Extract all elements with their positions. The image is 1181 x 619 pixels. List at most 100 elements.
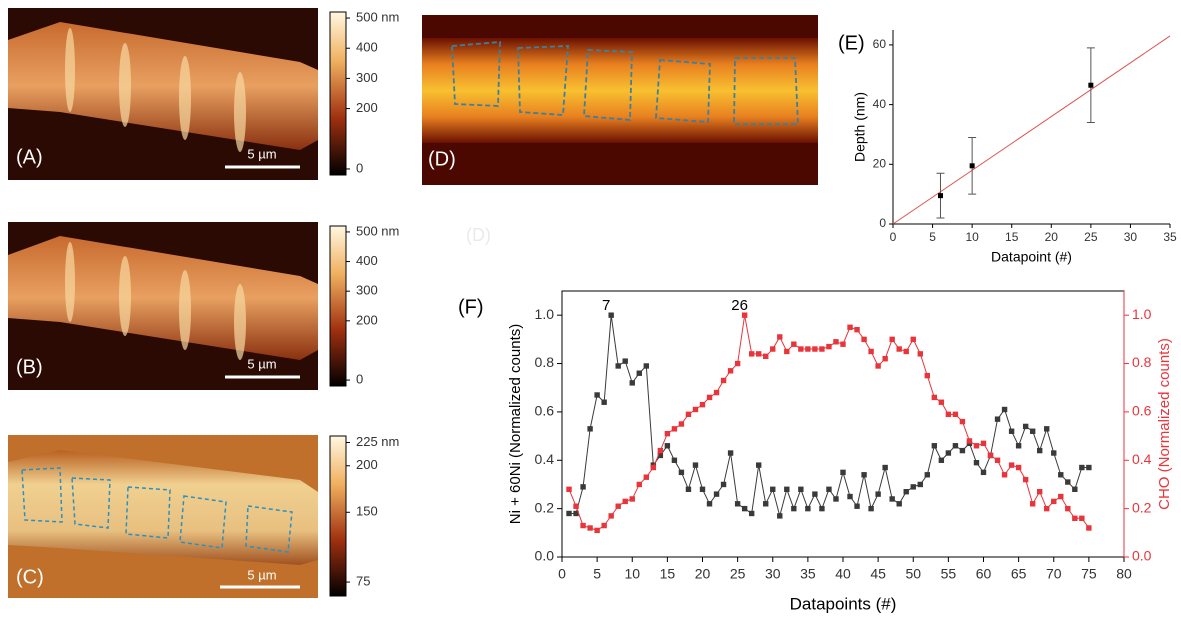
data-point xyxy=(1058,472,1064,478)
colorbar xyxy=(329,11,347,176)
data-point xyxy=(819,346,825,352)
data-point xyxy=(580,484,586,490)
x-tick-label: 70 xyxy=(1046,566,1062,582)
data-point xyxy=(1044,505,1050,512)
data-point xyxy=(706,394,713,401)
data-point xyxy=(601,399,607,405)
scale-bar-label: 5 µm xyxy=(247,146,276,161)
data-point xyxy=(987,452,994,459)
data-point xyxy=(805,505,811,512)
data-point xyxy=(945,411,952,418)
colorbar-tick-label: 400 xyxy=(356,253,378,268)
data-point xyxy=(1037,447,1043,454)
data-point xyxy=(882,356,888,362)
colorbar-tick-label: 150 xyxy=(356,504,378,519)
data-point xyxy=(763,501,769,507)
colorbar-tick-label: 500 nm xyxy=(356,223,399,238)
y-tick-label: 1.0 xyxy=(535,306,555,322)
x-tick-label: 40 xyxy=(835,566,851,582)
panel-label: (C) xyxy=(16,566,44,588)
x-tick-label: 65 xyxy=(1011,566,1027,582)
data-point xyxy=(1001,472,1008,478)
data-point xyxy=(1022,476,1029,483)
data-point xyxy=(1065,505,1071,512)
data-point xyxy=(937,193,943,199)
data-point xyxy=(643,363,649,369)
data-point xyxy=(854,326,860,333)
x-tick-label: 5 xyxy=(593,566,601,582)
data-point xyxy=(833,496,839,502)
data-point xyxy=(952,411,959,418)
data-point xyxy=(1086,464,1092,471)
x-tick-label: 55 xyxy=(941,566,957,582)
data-point xyxy=(1001,406,1008,413)
x-tick-label: 10 xyxy=(965,230,979,244)
data-point xyxy=(756,462,762,468)
data-point xyxy=(854,503,860,509)
data-point xyxy=(713,389,720,396)
data-point xyxy=(692,462,699,468)
data-point xyxy=(636,481,642,488)
data-point xyxy=(980,469,987,476)
data-point xyxy=(875,491,881,497)
data-point xyxy=(594,527,600,534)
data-point xyxy=(770,486,776,492)
data-point xyxy=(566,510,572,517)
data-point xyxy=(615,503,621,509)
data-point xyxy=(1022,423,1029,430)
x-tick-label: 0 xyxy=(558,566,566,582)
data-point xyxy=(861,472,867,478)
x-axis-label: Datapoint (#) xyxy=(991,249,1072,265)
data-point xyxy=(1079,464,1085,471)
data-point xyxy=(924,372,930,379)
y-tick-label: 0 xyxy=(879,216,886,230)
data-point xyxy=(784,348,790,355)
x-tick-label: 20 xyxy=(1045,230,1059,244)
data-point xyxy=(994,457,1001,463)
data-point xyxy=(938,399,945,405)
data-point xyxy=(720,377,727,384)
scale-bar-label: 5 µm xyxy=(247,356,276,371)
data-point xyxy=(657,447,664,454)
data-point xyxy=(896,346,902,352)
data-point xyxy=(784,486,790,492)
data-point xyxy=(1015,464,1022,471)
data-point xyxy=(1029,428,1036,434)
data-point xyxy=(777,513,783,519)
afm-image xyxy=(8,222,318,390)
y2-tick-label: 0.0 xyxy=(1132,548,1152,564)
y2-tick-label: 0.8 xyxy=(1132,354,1152,370)
scale-bar-label: 5 µm xyxy=(247,567,276,582)
data-point xyxy=(650,464,657,471)
data-point xyxy=(840,469,846,476)
y2-tick-label: 0.4 xyxy=(1132,451,1152,467)
data-point xyxy=(812,491,818,497)
data-point xyxy=(868,505,874,512)
data-point xyxy=(1058,493,1064,500)
data-point xyxy=(1088,82,1094,88)
data-point xyxy=(1065,479,1071,485)
data-point xyxy=(945,450,952,456)
annotation: 7 xyxy=(602,297,610,314)
data-point xyxy=(875,363,881,369)
data-point xyxy=(952,443,959,449)
data-point xyxy=(706,501,713,507)
data-point xyxy=(791,505,797,512)
x-tick-label: 35 xyxy=(1163,230,1177,244)
y-tick-label: 60 xyxy=(873,37,887,51)
data-point xyxy=(791,341,797,347)
afm-image xyxy=(8,8,318,180)
panel-label: (E) xyxy=(838,32,865,54)
data-point xyxy=(636,370,642,376)
x-tick-label: 75 xyxy=(1081,566,1097,582)
annotation: 26 xyxy=(731,297,748,314)
data-point xyxy=(664,430,671,437)
data-point xyxy=(1008,462,1015,468)
data-point xyxy=(840,341,846,347)
colorbar-tick-label: 400 xyxy=(356,40,378,55)
panel-label: (A) xyxy=(16,146,43,168)
data-point xyxy=(1015,443,1022,449)
data-point xyxy=(969,163,975,169)
x-tick-label: 50 xyxy=(905,566,921,582)
